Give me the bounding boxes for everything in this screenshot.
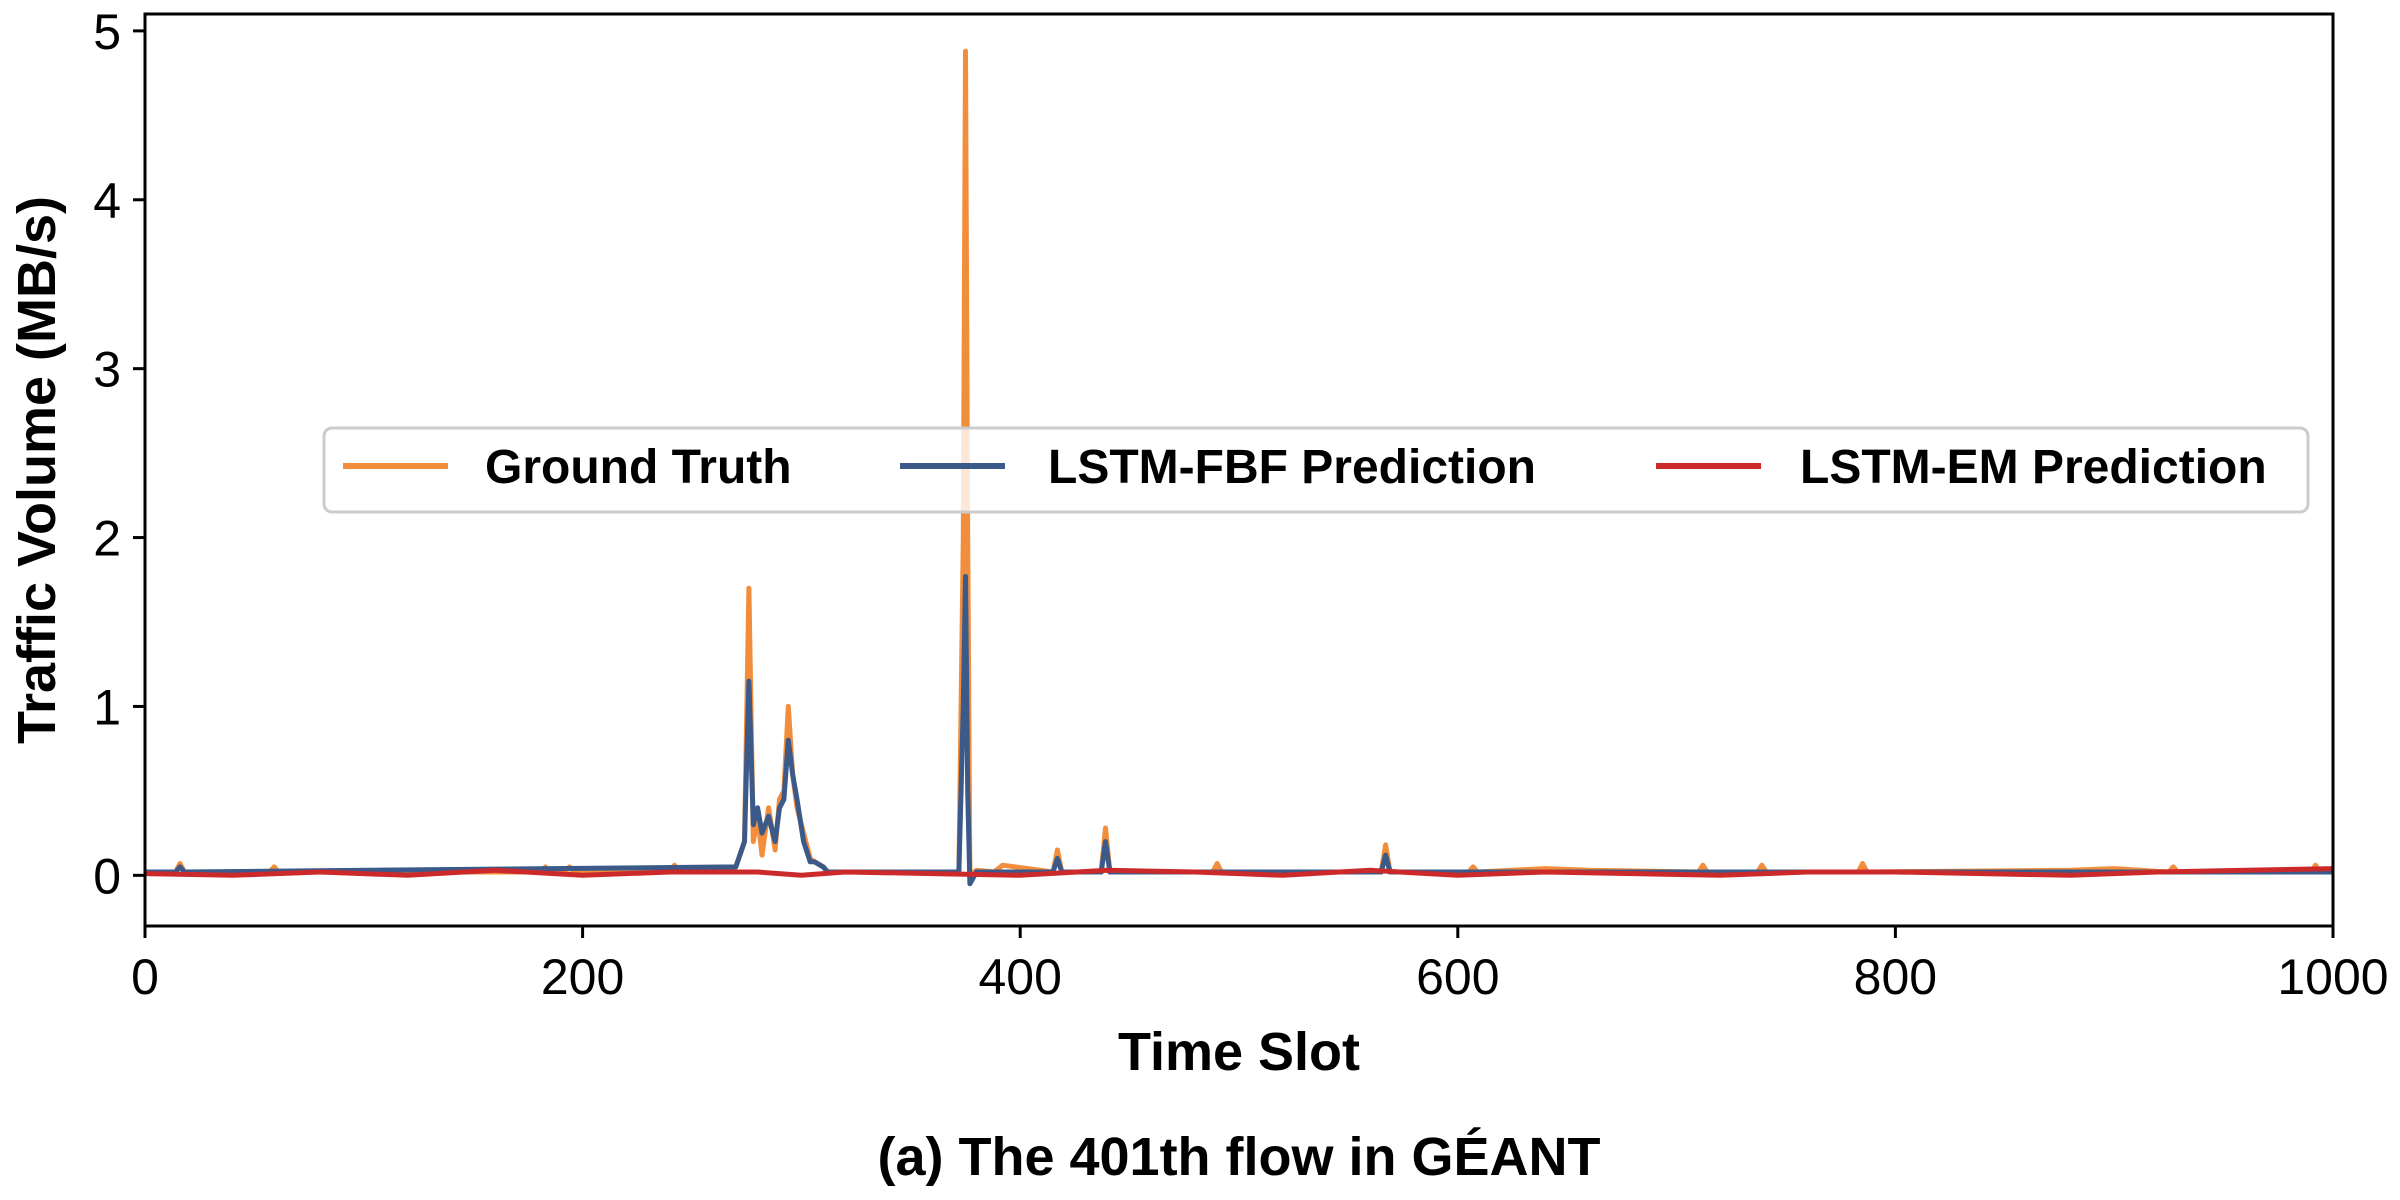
legend-label-lstm-em: LSTM-EM Prediction: [1800, 441, 2267, 494]
y-tick-label: 0: [93, 848, 121, 904]
legend-label-ground-truth: Ground Truth: [485, 441, 792, 494]
y-axis-label: Traffic Volume (MB/s): [7, 196, 67, 744]
y-tick-label: 3: [93, 342, 121, 398]
series-line-lstm-fbf-prediction: [145, 573, 2333, 887]
y-tick-label: 1: [93, 679, 121, 735]
x-axis-label: Time Slot: [1118, 1022, 1360, 1082]
y-tick-label: 4: [93, 173, 121, 229]
series-layer: [144, 48, 2334, 887]
chart-caption: (a) The 401th flow in GÉANT: [877, 1127, 1600, 1187]
legend-box: [322, 426, 2310, 514]
x-tick-label: 600: [1416, 949, 1499, 1005]
series-line-lstm-em-prediction: [144, 866, 2334, 878]
x-tick-label: 200: [541, 949, 624, 1005]
x-tick-label: 800: [1854, 949, 1937, 1005]
x-axis-ticks: 0 200 400 600 800 1000: [131, 926, 2389, 1005]
x-tick-label: 1000: [2277, 949, 2388, 1005]
plot-frame: [143, 12, 2335, 928]
x-tick-label: 0: [131, 949, 159, 1005]
y-tick-label: 5: [93, 4, 121, 60]
y-axis-ticks: 0 1 2 3 4 5: [93, 4, 145, 904]
legend: Ground Truth LSTM-FBF Prediction LSTM-EM…: [322, 426, 2310, 514]
x-tick-label: 400: [978, 949, 1061, 1005]
legend-label-lstm-fbf: LSTM-FBF Prediction: [1048, 441, 1536, 494]
y-tick-label: 2: [93, 511, 121, 567]
